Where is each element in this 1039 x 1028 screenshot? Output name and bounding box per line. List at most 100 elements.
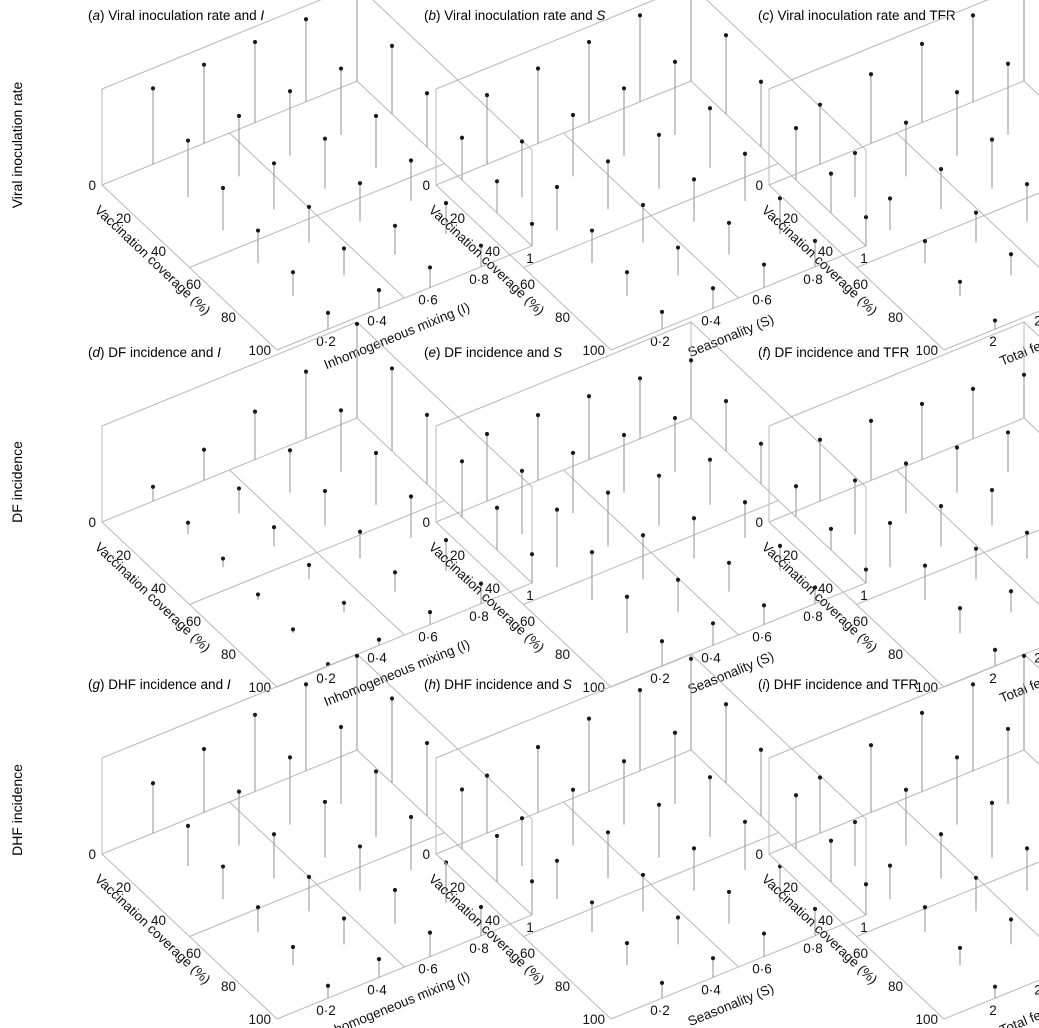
stem-point — [494, 179, 500, 184]
y-tick-label: 0·4 — [367, 650, 387, 665]
x-tick-label: 100 — [915, 1012, 938, 1027]
y-tick-label: 0·6 — [752, 962, 772, 977]
stem-point — [605, 490, 611, 495]
stem-point — [535, 745, 541, 750]
stem-point — [252, 712, 258, 717]
stem-point — [868, 72, 874, 77]
y-tick-label: 0·2 — [316, 1003, 336, 1018]
stem-point — [484, 773, 490, 778]
stem-point — [992, 984, 998, 989]
x-tick-label: 20 — [783, 211, 798, 226]
stem-point — [185, 138, 191, 143]
stem-point — [758, 747, 764, 752]
x-tick-label: 40 — [485, 913, 500, 928]
stem-point — [656, 132, 662, 137]
panel-title-f: (f) DF incidence and TFR — [758, 345, 910, 360]
y-tick-label: 0·8 — [469, 941, 489, 956]
y-tick-label: 0·8 — [803, 941, 823, 956]
stem-point — [255, 592, 261, 597]
panel-title-a: (a) Viral inoculation rate and I — [88, 8, 264, 23]
stem-point — [271, 525, 277, 530]
y-tick-label: 0·6 — [418, 962, 438, 977]
y-tick-label: 0·4 — [701, 982, 721, 997]
stem-point — [640, 202, 646, 208]
panel-b-frame — [435, 0, 867, 351]
stem-point — [220, 556, 226, 561]
stem-point — [1024, 530, 1030, 535]
stem-point — [554, 858, 560, 863]
stem-point — [150, 781, 156, 786]
panel-f-x-ticks: 0 20 40 60 80 100 — [755, 515, 938, 695]
x-tick-label: 80 — [555, 310, 570, 325]
stem-point — [1008, 252, 1014, 257]
stem-point — [828, 838, 834, 843]
stem-point — [903, 120, 909, 125]
stem-point — [341, 246, 347, 251]
stem-point — [494, 833, 500, 839]
x-tick-label: 60 — [520, 614, 535, 629]
stem-point — [903, 787, 909, 792]
stem-point — [484, 431, 490, 437]
stem-point — [919, 41, 925, 46]
stem-point — [637, 688, 643, 693]
stem-point — [817, 437, 823, 442]
y-tick-label: 2·5 — [1034, 313, 1039, 328]
x-tick-label: 40 — [485, 244, 500, 259]
stem-point — [992, 647, 998, 652]
stem-point — [201, 62, 207, 67]
panel-i-y-axis-label: Total fertility rate (TFR) — [997, 972, 1039, 1028]
stem-point — [938, 166, 944, 172]
x-tick-label: 80 — [888, 979, 903, 994]
stem-point — [656, 473, 662, 478]
stem-point — [726, 889, 732, 895]
stem-point — [887, 196, 893, 201]
stem-point — [852, 819, 858, 825]
x-tick-label: 20 — [783, 548, 798, 563]
stem-point — [970, 13, 976, 18]
stem-point — [459, 459, 465, 464]
x-tick-label: 100 — [248, 343, 271, 358]
stem-point — [373, 769, 379, 774]
stem-point — [938, 832, 944, 837]
stem-point — [922, 905, 928, 910]
stem-point — [989, 800, 995, 805]
panel-title-i: (i) DHF incidence and TFR — [758, 677, 919, 692]
stem-point — [793, 484, 799, 489]
y-tick-label: 2 — [989, 671, 997, 686]
x-tick-label: 40 — [151, 913, 166, 928]
stem-point — [1008, 589, 1014, 594]
stem-point — [723, 33, 729, 38]
panel-h-stems — [484, 656, 869, 999]
stem-point — [863, 882, 869, 887]
panel-f-frame — [768, 321, 1039, 688]
y-tick-label: 0·4 — [367, 313, 387, 328]
x-tick-label: 60 — [186, 277, 201, 292]
stem-point — [236, 486, 242, 491]
stem-point — [341, 916, 347, 921]
stem-point — [325, 983, 331, 988]
panel-g-x-ticks: 0 20 40 60 80 100 — [88, 847, 271, 1027]
x-tick-label: 0 — [88, 847, 96, 862]
panel-a-y-axis-label: Inhomogeneous mixing (I) — [322, 299, 472, 372]
stem-point — [656, 802, 662, 807]
stem-point — [868, 418, 874, 423]
stem-point — [812, 238, 818, 243]
stem-point — [675, 577, 681, 582]
stem-point — [761, 262, 767, 267]
stem-point — [427, 930, 433, 935]
panel-h-y-axis-label: Seasonality (S) — [686, 981, 776, 1028]
stem-point — [1024, 846, 1030, 851]
panel-title-h: (h) DHF incidence and S — [424, 677, 572, 692]
stem-point — [1021, 372, 1027, 377]
stem-point — [376, 957, 382, 962]
stem-point — [828, 526, 834, 531]
x-tick-label: 80 — [555, 979, 570, 994]
x-tick-label: 80 — [888, 310, 903, 325]
stem-point — [408, 158, 414, 163]
stem-point — [793, 126, 799, 131]
panel-title-g: (g) DHF incidence and I — [88, 677, 231, 692]
panel-i-stems — [817, 653, 1030, 999]
x-tick-label: 0 — [755, 515, 763, 530]
y-tick-label: 0·4 — [367, 982, 387, 997]
stem-point — [640, 533, 646, 538]
